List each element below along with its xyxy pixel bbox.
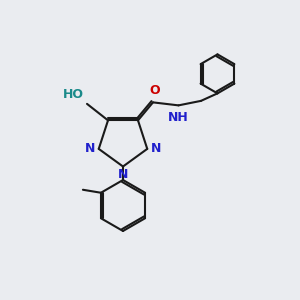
Text: NH: NH [167, 111, 188, 124]
Text: HO: HO [63, 88, 84, 101]
Text: N: N [85, 142, 95, 155]
Text: N: N [151, 142, 161, 155]
Text: N: N [118, 168, 128, 181]
Text: O: O [149, 84, 160, 97]
